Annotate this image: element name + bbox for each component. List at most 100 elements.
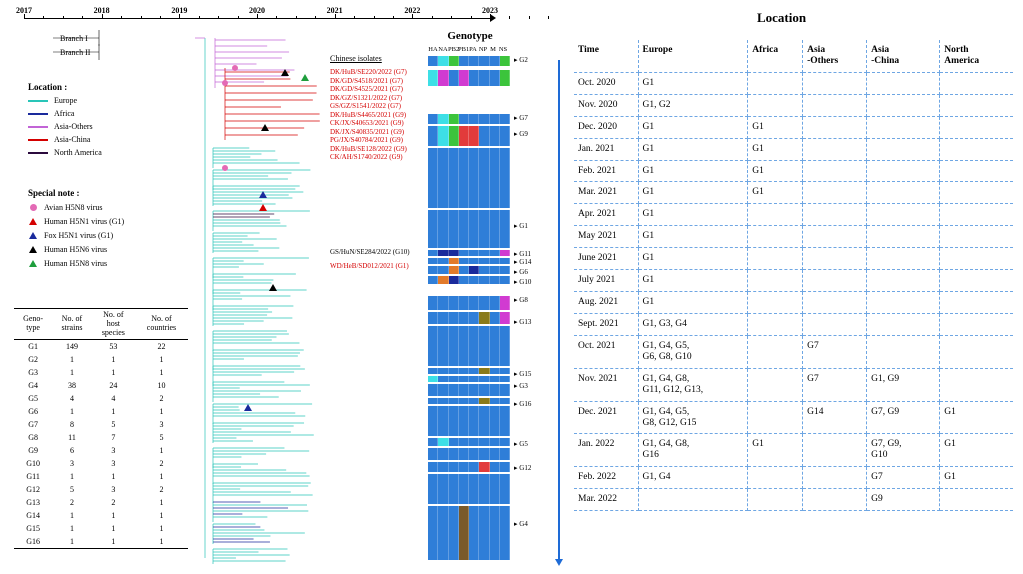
table-cell: 3	[52, 457, 92, 470]
genotype-cell	[500, 312, 510, 324]
genotype-cell	[479, 126, 489, 146]
genotype-cell	[500, 406, 510, 436]
genotype-cell	[479, 258, 489, 264]
genotype-cell	[428, 406, 438, 436]
isolate-label: WD/HeB/SD012/2021 (G1)	[330, 262, 410, 270]
isolate-label: PG/JX/S40784/2021 (G9)	[330, 136, 430, 144]
table-cell: July 2021	[574, 270, 638, 292]
genotype-cell	[428, 210, 438, 248]
genotype-cell	[469, 384, 479, 396]
legend-swatch	[28, 152, 48, 154]
table-cell: 1	[135, 353, 188, 366]
table-cell: Dec. 2020	[574, 116, 638, 138]
table-cell	[940, 138, 1013, 160]
table-row: G6111	[14, 405, 188, 418]
genotype-cell	[469, 56, 479, 66]
genotype-cell	[500, 70, 510, 86]
table-cell: 1	[52, 509, 92, 522]
table-cell: 6	[52, 444, 92, 457]
genotype-cell	[490, 210, 500, 248]
table-cell: 149	[52, 340, 92, 354]
genotype-cell	[428, 368, 438, 374]
genotype-cell	[449, 438, 459, 446]
table-cell: 3	[135, 418, 188, 431]
genotype-cell	[459, 438, 469, 446]
table-row: Aug. 2021G1	[574, 292, 1013, 314]
genotype-cell	[428, 148, 438, 208]
table-cell: May 2021	[574, 226, 638, 248]
table-row: G14111	[14, 509, 188, 522]
genotype-cell	[449, 326, 459, 366]
table-header: No. ofstrains	[52, 309, 92, 340]
table-cell	[940, 160, 1013, 182]
table-cell: G1	[940, 434, 1013, 467]
table-cell	[803, 94, 867, 116]
table-cell	[867, 72, 940, 94]
genotype-cell	[469, 250, 479, 256]
table-cell: G1	[748, 116, 803, 138]
table-cell	[803, 138, 867, 160]
legend-swatch	[28, 100, 48, 102]
legend-label: Human H5N6 virus	[44, 245, 107, 254]
genotype-cell	[449, 250, 459, 256]
table-cell: Mar. 2021	[574, 182, 638, 204]
genotype-cell	[428, 266, 438, 274]
gene-column-label: PA	[468, 46, 478, 53]
legend-label: Asia-Others	[54, 122, 93, 131]
table-cell	[940, 270, 1013, 292]
gene-column-label: PB2	[448, 46, 458, 53]
table-cell: G12	[14, 483, 52, 496]
genotype-cell	[469, 474, 479, 504]
genotype-cell	[449, 210, 459, 248]
table-cell: G1	[748, 138, 803, 160]
table-cell	[748, 467, 803, 489]
table-cell	[748, 292, 803, 314]
genotype-cell	[438, 448, 448, 460]
genotype-cell	[459, 462, 469, 472]
genotype-cell	[459, 126, 469, 146]
table-cell: 1	[92, 522, 135, 535]
table-cell: G1	[940, 401, 1013, 434]
table-cell: 1	[135, 366, 188, 379]
genotype-cell	[449, 56, 459, 66]
isolate-label: CK/JX/S40653/2021 (G9)	[330, 119, 430, 127]
location-table-header: Time	[574, 40, 638, 72]
legend-label: Human H5N1 virus (G1)	[44, 217, 124, 226]
genotype-cell	[500, 376, 510, 382]
genotype-cell	[469, 448, 479, 460]
table-row: G15111	[14, 522, 188, 535]
table-row: Mar. 2021G1G1	[574, 182, 1013, 204]
table-cell: 1	[135, 405, 188, 418]
table-cell: G14	[803, 401, 867, 434]
genotype-cell	[490, 368, 500, 374]
table-cell: 2	[135, 483, 188, 496]
genotype-cell	[449, 406, 459, 436]
table-cell	[803, 270, 867, 292]
location-table-header: Africa	[748, 40, 803, 72]
table-cell: G1, G4, G5,G6, G8, G10	[638, 335, 748, 368]
genotype-cell	[469, 326, 479, 366]
table-cell: G1	[748, 434, 803, 467]
table-cell	[803, 160, 867, 182]
genotype-cell	[449, 506, 459, 560]
genotype-flag: ▸ G12	[514, 464, 531, 472]
genotype-cell	[490, 288, 500, 294]
genotype-cell	[438, 474, 448, 504]
genotype-row	[428, 296, 510, 310]
genotype-cell	[479, 448, 489, 460]
genotype-cell	[459, 384, 469, 396]
genotype-cell	[500, 438, 510, 446]
table-cell	[867, 248, 940, 270]
genotype-cell	[500, 506, 510, 560]
table-cell: Jan. 2022	[574, 434, 638, 467]
genotype-cell	[479, 148, 489, 208]
table-cell: 1	[52, 470, 92, 483]
genotype-cell	[479, 406, 489, 436]
genotype-cell	[490, 406, 500, 436]
legend-label: Africa	[54, 109, 74, 118]
genotype-cell	[500, 276, 510, 284]
isolate-label: DK/GD/S4518/2021 (G7)	[330, 77, 430, 85]
genotype-cell	[449, 448, 459, 460]
table-cell	[803, 489, 867, 511]
genotype-cell	[428, 296, 438, 310]
